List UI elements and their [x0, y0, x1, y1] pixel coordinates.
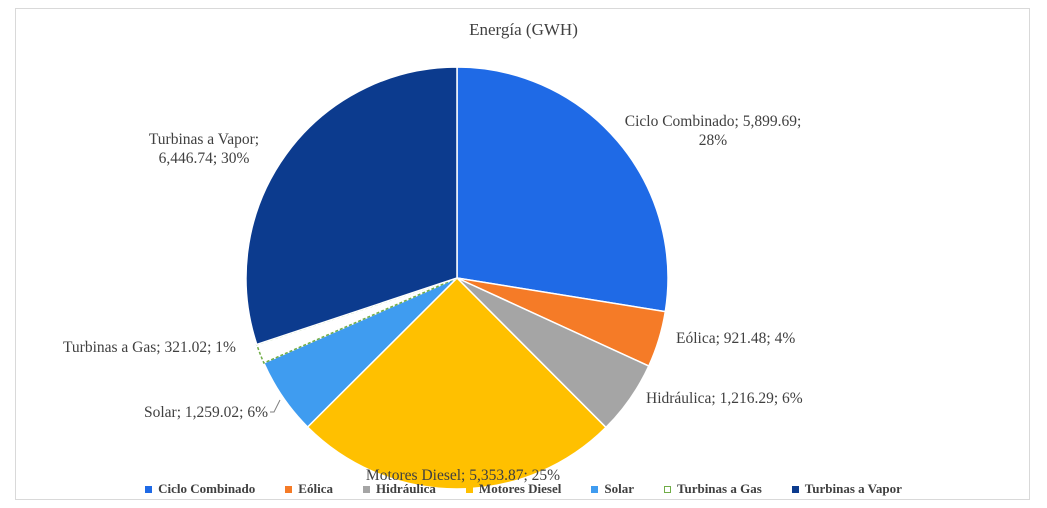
chart-frame	[15, 8, 1030, 500]
data-label: Solar; 1,259.02; 6%	[144, 404, 268, 421]
legend-label: Hidráulica	[375, 481, 436, 496]
legend-swatch	[285, 485, 293, 493]
chart-title: Energía (GWH)	[469, 20, 578, 39]
data-label: Turbinas a Gas; 321.02; 1%	[63, 339, 236, 356]
legend-item: Hidráulica	[362, 481, 436, 497]
legend-label: Motores Diesel	[478, 481, 562, 496]
pie-slice	[456, 66, 669, 313]
legend-swatch	[591, 485, 599, 493]
legend-item: Turbinas a Vapor	[791, 481, 902, 497]
legend-item: Ciclo Combinado	[145, 481, 255, 497]
legend-item: Solar	[591, 481, 634, 497]
legend-item: Motores Diesel	[465, 481, 562, 497]
legend-label: Turbinas a Vapor	[804, 481, 902, 496]
legend-swatch	[145, 485, 153, 493]
legend-item: Turbinas a Gas	[663, 481, 762, 497]
data-label: Ciclo Combinado; 5,899.69; 28%	[624, 113, 802, 149]
data-label: Hidráulica; 1,216.29; 6%	[646, 390, 803, 407]
legend-item: Eólica	[285, 481, 333, 497]
legend: Ciclo Combinado Eólica Hidráulica Motores D…	[0, 481, 1047, 497]
pie-slice	[245, 66, 458, 346]
data-label: Eólica; 921.48; 4%	[676, 330, 796, 347]
data-label: Turbinas a Vapor; 6,446.74; 30%	[148, 131, 260, 167]
legend-label: Turbinas a Gas	[676, 481, 762, 496]
legend-label: Eólica	[298, 481, 333, 496]
legend-swatch	[465, 485, 473, 493]
legend-label: Ciclo Combinado	[158, 481, 256, 496]
legend-swatch	[663, 485, 671, 493]
data-label: Motores Diesel; 5,353.87; 25%	[365, 467, 561, 484]
pie-slice	[306, 276, 608, 490]
legend-swatch	[362, 485, 370, 493]
legend-swatch	[791, 485, 799, 493]
legend-label: Solar	[604, 481, 634, 496]
leader-line	[270, 399, 281, 413]
